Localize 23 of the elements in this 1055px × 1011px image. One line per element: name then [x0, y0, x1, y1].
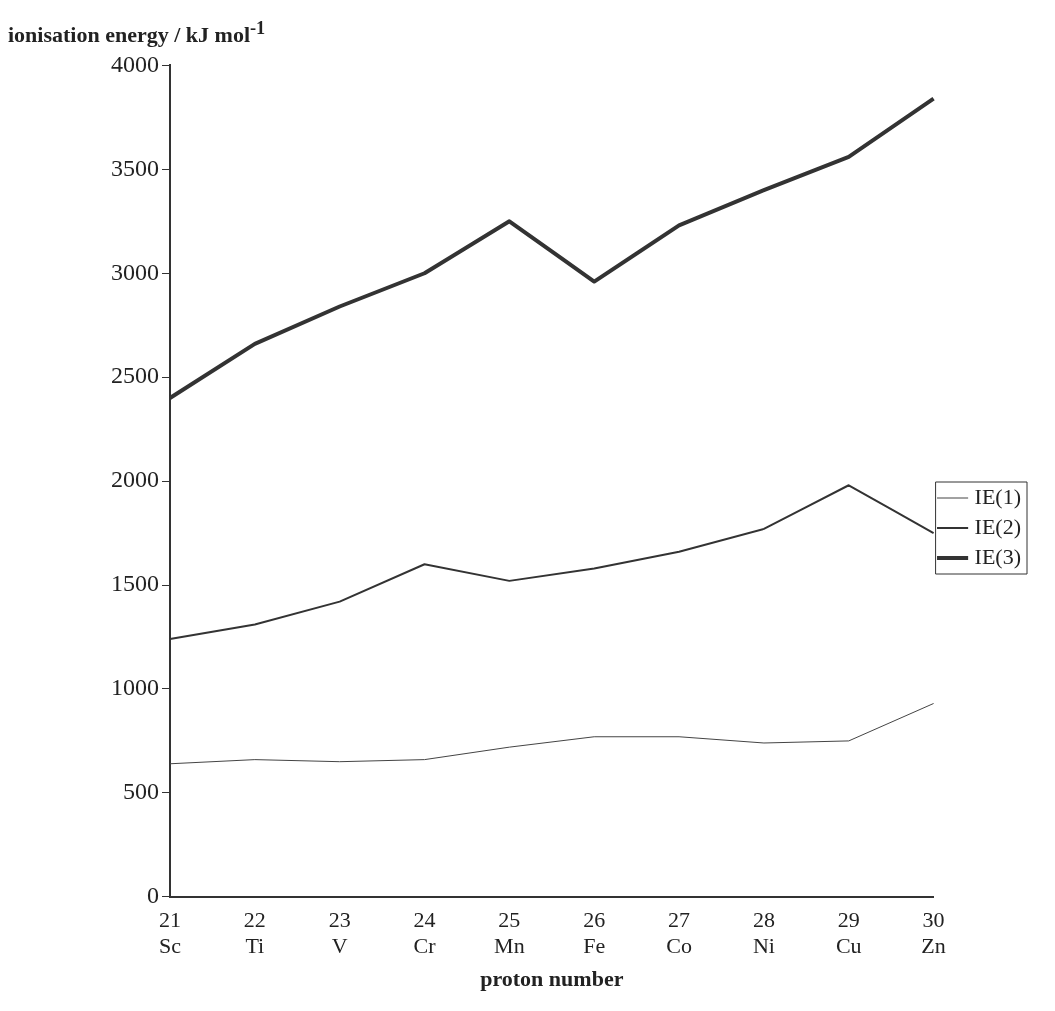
- x-tick-label: 24 Cr: [413, 906, 437, 959]
- x-axis-title: proton number: [480, 966, 624, 992]
- y-tick-label: 2500: [111, 362, 159, 389]
- y-tick-label: 2000: [111, 466, 159, 493]
- x-tick-label: 29 Cu: [835, 906, 862, 959]
- y-axis-title: ionisation energy / kJ mol$^{-1}$: [8, 17, 267, 48]
- x-tick-label: 27 Co: [666, 906, 692, 959]
- y-tick-label: 3000: [111, 258, 159, 285]
- y-tick-label: 1000: [111, 674, 159, 701]
- x-tick-label: 21 Sc: [159, 906, 182, 959]
- y-tick-label: 500: [123, 778, 159, 805]
- y-tick-label: 3500: [111, 154, 159, 181]
- legend-label: IE(1): [974, 483, 1021, 509]
- x-tick-label: 22 Ti: [243, 906, 266, 959]
- legend-label: IE(3): [974, 543, 1021, 569]
- y-tick-label: 0: [147, 882, 159, 909]
- x-tick-label: 28 Ni: [752, 906, 775, 959]
- y-tick-label: 1500: [111, 570, 159, 597]
- x-tick-label: 30 Zn: [921, 906, 946, 959]
- x-tick-label: 23 V: [328, 906, 351, 959]
- legend-label: IE(2): [974, 513, 1021, 539]
- x-tick-label: 26 Fe: [583, 906, 606, 959]
- y-tick-label: 4000: [111, 50, 159, 77]
